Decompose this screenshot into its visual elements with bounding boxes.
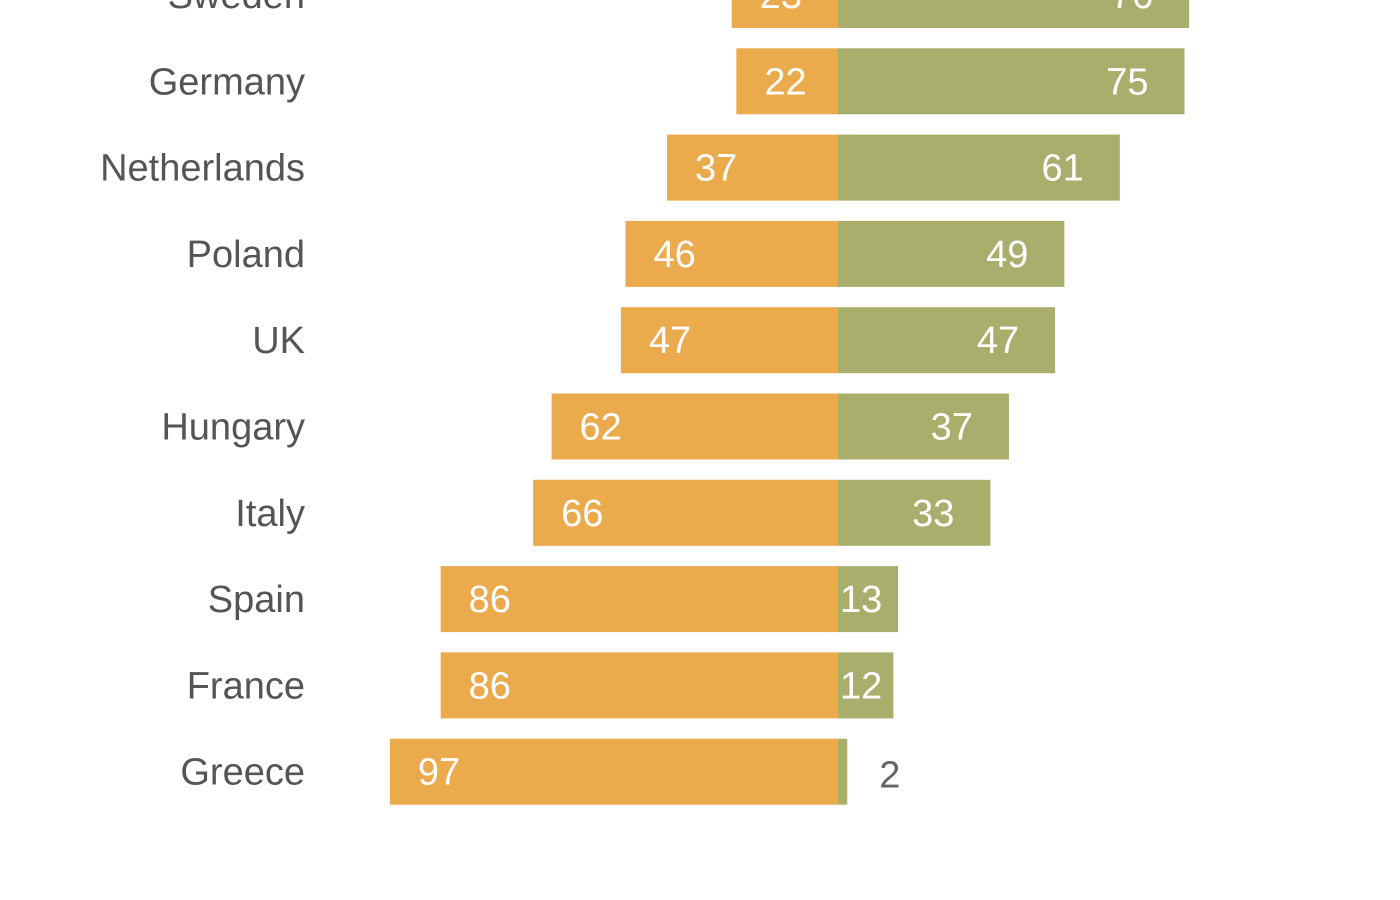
bar-unfavorable [736, 48, 838, 115]
data-label-unfavorable: 62 [580, 407, 622, 449]
data-label-favorable: 75 [1106, 61, 1148, 103]
data-label-unfavorable: 22 [764, 61, 806, 103]
category-label: Germany [149, 61, 305, 103]
category-label: Italy [235, 493, 305, 535]
data-label-favorable: 13 [840, 579, 882, 621]
data-label-unfavorable: 23 [760, 0, 802, 17]
bar-favorable [838, 393, 1009, 460]
bar-favorable [838, 134, 1120, 201]
bar-favorable [838, 479, 991, 546]
data-label-favorable: 47 [977, 320, 1019, 362]
bar-unfavorable [440, 652, 838, 719]
data-label-unfavorable: 86 [469, 665, 511, 707]
data-label-favorable: 37 [931, 407, 973, 449]
category-label: Greece [180, 752, 305, 794]
category-label: France [187, 665, 305, 707]
data-label-favorable: 12 [840, 665, 882, 707]
category-label: Poland [187, 234, 305, 276]
bar-unfavorable [667, 134, 838, 201]
category-label: UK [252, 320, 305, 362]
data-label-unfavorable: 47 [649, 320, 691, 362]
bar-unfavorable [731, 0, 838, 28]
bar-favorable [838, 307, 1056, 374]
data-label-favorable: 2 [879, 755, 900, 797]
data-label-favorable: 49 [986, 234, 1028, 276]
bar-unfavorable [620, 307, 838, 374]
data-label-favorable: 76 [1111, 0, 1153, 17]
data-label-favorable: 33 [912, 493, 954, 535]
bar-unfavorable [389, 738, 838, 805]
data-label-unfavorable: 37 [695, 148, 737, 190]
bar-favorable [838, 48, 1185, 115]
category-label: Spain [208, 579, 305, 621]
bar-favorable [838, 220, 1065, 287]
bar-unfavorable [625, 220, 838, 287]
bar-unfavorable [533, 479, 838, 546]
data-label-unfavorable: 97 [418, 752, 460, 794]
data-label-favorable: 61 [1042, 148, 1084, 190]
bar-favorable [838, 566, 899, 633]
bar-favorable [838, 738, 848, 805]
bar-unfavorable [551, 393, 838, 460]
bar-favorable [838, 0, 1190, 28]
data-label-unfavorable: 46 [653, 234, 695, 276]
data-label-unfavorable: 66 [561, 493, 603, 535]
category-label: Hungary [161, 407, 305, 449]
category-label: Netherlands [100, 148, 305, 190]
data-label-unfavorable: 86 [469, 579, 511, 621]
bar-unfavorable [440, 566, 838, 633]
bar-favorable [838, 652, 894, 719]
category-label: Sweden [168, 0, 305, 17]
